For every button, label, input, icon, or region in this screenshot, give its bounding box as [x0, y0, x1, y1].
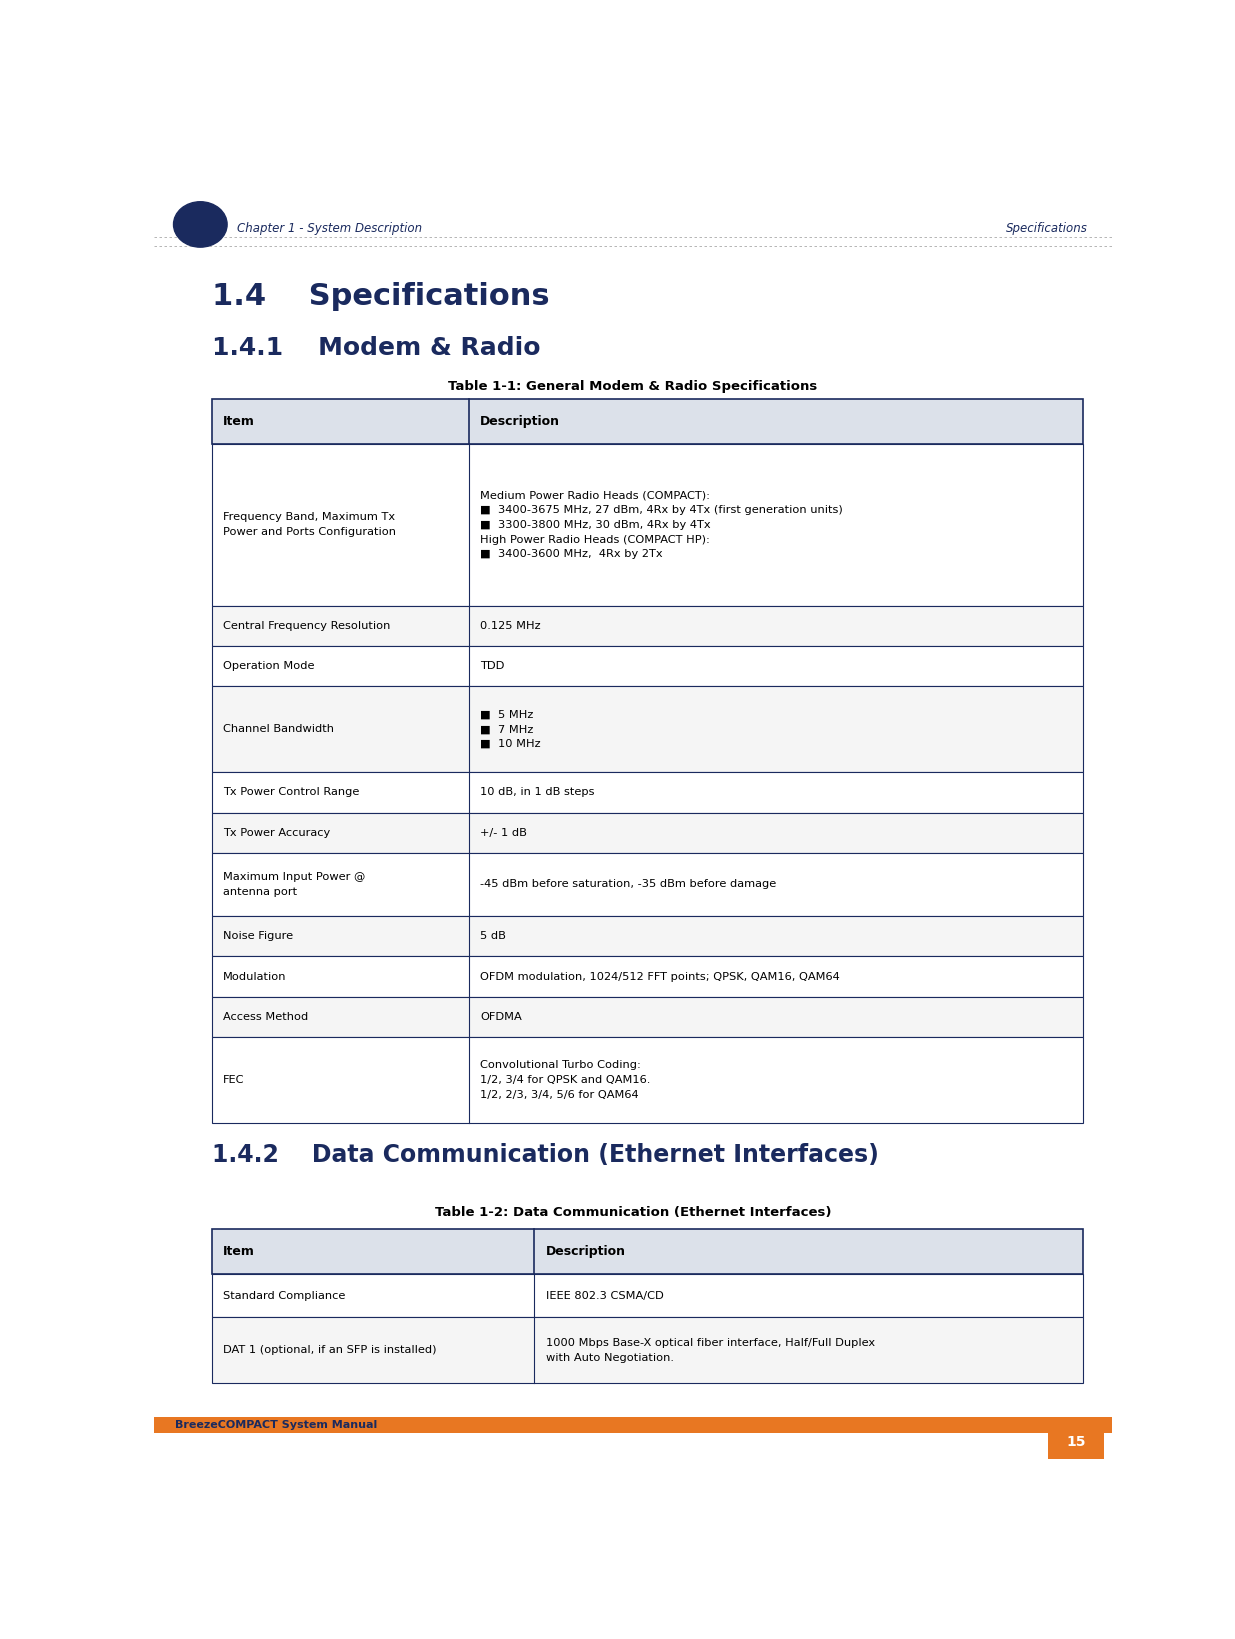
Text: OFDM modulation, 1024/512 FFT points; QPSK, QAM16, QAM64: OFDM modulation, 1024/512 FFT points; QP… — [480, 972, 840, 982]
Bar — [212, 1229, 1083, 1275]
Text: Specifications: Specifications — [1005, 223, 1088, 236]
Text: -45 dBm before saturation, -35 dBm before damage: -45 dBm before saturation, -35 dBm befor… — [480, 880, 777, 890]
Text: FEC: FEC — [224, 1075, 245, 1085]
Bar — [212, 687, 1083, 772]
Text: Item: Item — [224, 1246, 256, 1259]
Text: 1.4.1    Modem & Radio: 1.4.1 Modem & Radio — [212, 336, 540, 359]
Bar — [212, 646, 1083, 687]
Text: 0.125 MHz: 0.125 MHz — [480, 621, 541, 631]
Text: Chapter 1 - System Description: Chapter 1 - System Description — [237, 223, 422, 236]
Text: Operation Mode: Operation Mode — [224, 661, 315, 670]
Text: Convolutional Turbo Coding:
1/2, 3/4 for QPSK and QAM16.
1/2, 2/3, 3/4, 5/6 for : Convolutional Turbo Coding: 1/2, 3/4 for… — [480, 1060, 651, 1100]
Bar — [212, 1275, 1083, 1318]
Text: ■  5 MHz
■  7 MHz
■  10 MHz: ■ 5 MHz ■ 7 MHz ■ 10 MHz — [480, 710, 541, 749]
Bar — [154, 1418, 1112, 1434]
Text: Access Method: Access Method — [224, 1011, 309, 1023]
Text: IEEE 802.3 CSMA/CD: IEEE 802.3 CSMA/CD — [546, 1292, 663, 1301]
Text: 15: 15 — [1066, 1436, 1086, 1449]
Text: 10 dB, in 1 dB steps: 10 dB, in 1 dB steps — [480, 787, 595, 797]
Text: Tx Power Accuracy: Tx Power Accuracy — [224, 828, 331, 838]
Text: Standard Compliance: Standard Compliance — [224, 1292, 346, 1301]
Text: Table 1-2: Data Communication (Ethernet Interfaces): Table 1-2: Data Communication (Ethernet … — [435, 1206, 831, 1219]
Bar — [212, 772, 1083, 813]
Bar — [212, 997, 1083, 1037]
Bar — [1049, 1418, 1104, 1467]
Text: Frequency Band, Maximum Tx
Power and Ports Configuration: Frequency Band, Maximum Tx Power and Por… — [224, 513, 396, 538]
Text: Tx Power Control Range: Tx Power Control Range — [224, 787, 359, 797]
Text: 1000 Mbps Base-X optical fiber interface, Half/Full Duplex
with Auto Negotiation: 1000 Mbps Base-X optical fiber interface… — [546, 1337, 874, 1362]
Text: TDD: TDD — [480, 661, 505, 670]
Text: BreezeCOMPACT System Manual: BreezeCOMPACT System Manual — [175, 1421, 378, 1431]
Bar — [212, 398, 1083, 444]
Bar — [212, 813, 1083, 852]
Text: Description: Description — [546, 1246, 626, 1259]
Text: Central Frequency Resolution: Central Frequency Resolution — [224, 621, 390, 631]
Ellipse shape — [173, 202, 227, 247]
Text: OFDMA: OFDMA — [480, 1011, 522, 1023]
Text: Description: Description — [480, 415, 561, 428]
Text: 1.4.2    Data Communication (Ethernet Interfaces): 1.4.2 Data Communication (Ethernet Inter… — [212, 1144, 878, 1167]
Text: +/- 1 dB: +/- 1 dB — [480, 828, 527, 838]
Text: Item: Item — [224, 415, 256, 428]
Text: Modulation: Modulation — [224, 972, 287, 982]
Bar — [212, 1318, 1083, 1383]
Text: Table 1-1: General Modem & Radio Specifications: Table 1-1: General Modem & Radio Specifi… — [448, 380, 818, 393]
Text: Noise Figure: Noise Figure — [224, 931, 294, 941]
Text: Maximum Input Power @
antenna port: Maximum Input Power @ antenna port — [224, 872, 366, 897]
Bar — [212, 1037, 1083, 1123]
Bar — [212, 957, 1083, 997]
Text: 1.4    Specifications: 1.4 Specifications — [212, 282, 550, 311]
Bar — [212, 444, 1083, 605]
Bar — [212, 605, 1083, 646]
Text: Medium Power Radio Heads (COMPACT):
■  3400-3675 MHz, 27 dBm, 4Rx by 4Tx (first : Medium Power Radio Heads (COMPACT): ■ 34… — [480, 490, 844, 559]
Bar — [212, 916, 1083, 957]
Text: 5 dB: 5 dB — [480, 931, 506, 941]
Bar — [212, 852, 1083, 916]
Text: Channel Bandwidth: Channel Bandwidth — [224, 724, 335, 734]
Text: DAT 1 (optional, if an SFP is installed): DAT 1 (optional, if an SFP is installed) — [224, 1346, 437, 1355]
